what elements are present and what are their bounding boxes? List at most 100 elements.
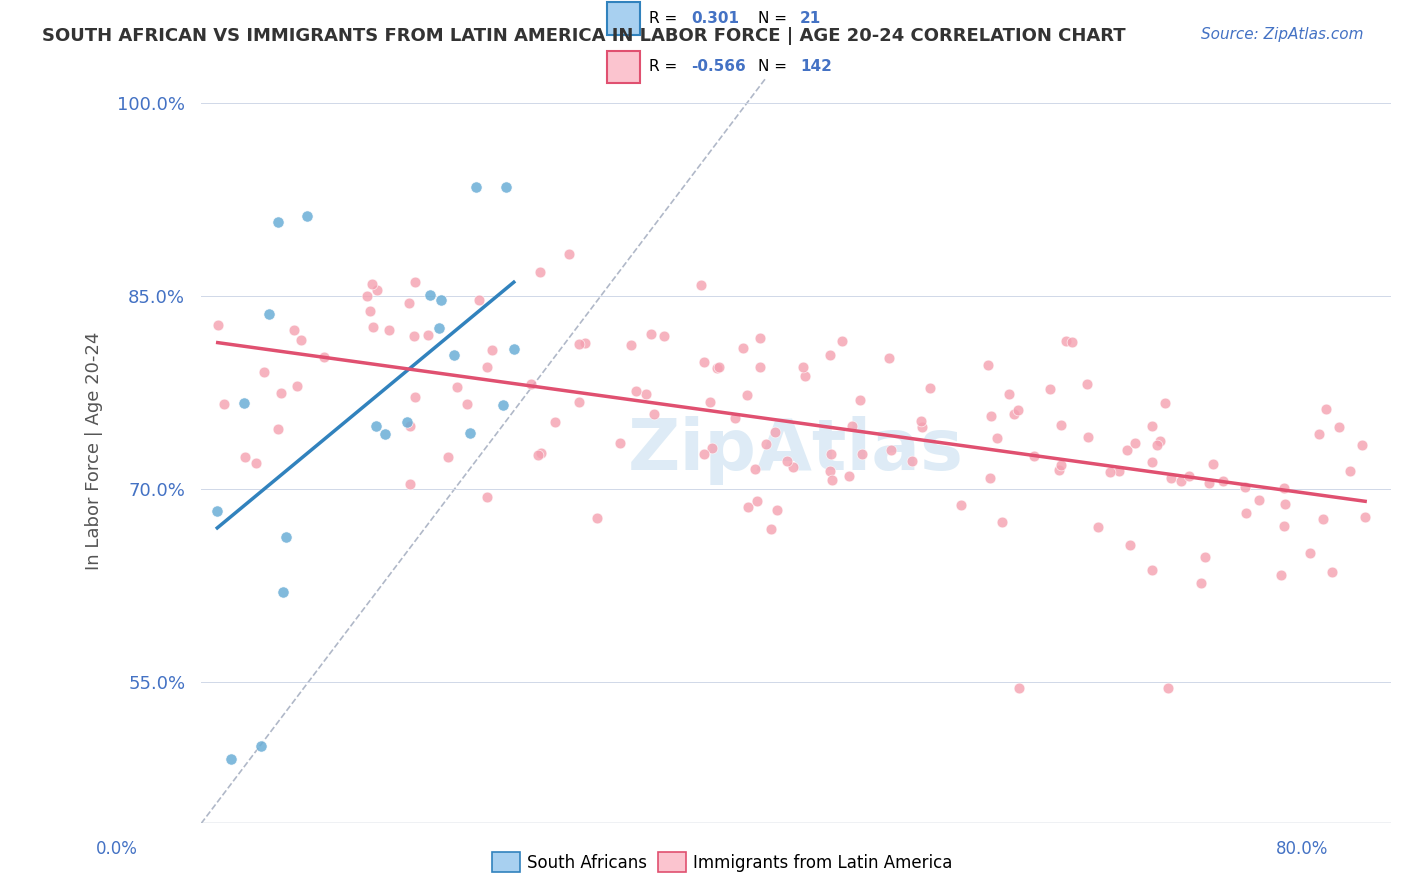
Point [399, 477, 422, 491]
Point [792, 359, 814, 374]
Point [831, 334, 853, 348]
Point [378, 323, 401, 337]
Point [314, 351, 336, 365]
Point [841, 418, 863, 433]
Point [402, 329, 425, 343]
Point [634, 387, 657, 401]
Point [1308, 427, 1330, 442]
Point [458, 425, 481, 440]
Text: N =: N = [758, 12, 792, 26]
Point [1050, 417, 1073, 432]
Text: 0.0%: 0.0% [96, 840, 138, 858]
Point [502, 342, 524, 356]
Point [1098, 465, 1121, 479]
Point [530, 446, 553, 460]
Point [437, 450, 460, 464]
Point [267, 422, 290, 436]
Point [404, 275, 426, 289]
Point [1108, 464, 1130, 478]
Point [398, 419, 420, 434]
Point [214, 397, 236, 411]
Point [731, 342, 754, 356]
Text: R =: R = [650, 60, 682, 75]
Point [692, 448, 714, 462]
Point [1351, 438, 1374, 452]
Point [702, 441, 724, 455]
Point [1140, 563, 1163, 577]
Point [640, 326, 662, 341]
Point [1270, 568, 1292, 582]
Text: 80.0%: 80.0% [1277, 840, 1329, 858]
Point [290, 333, 312, 347]
Point [1322, 565, 1344, 579]
Point [643, 407, 665, 421]
Text: 142: 142 [800, 60, 832, 75]
Point [1272, 481, 1295, 495]
Point [366, 283, 388, 297]
Point [1339, 464, 1361, 478]
Point [568, 395, 591, 409]
Point [911, 419, 934, 434]
Point [475, 360, 498, 375]
Point [1170, 474, 1192, 488]
Point [692, 355, 714, 369]
Point [465, 179, 488, 194]
Point [492, 398, 515, 412]
Point [1198, 475, 1220, 490]
Point [699, 395, 721, 409]
Point [998, 387, 1021, 401]
Point [763, 425, 786, 440]
Point [735, 388, 758, 402]
Point [475, 490, 498, 504]
Text: Immigrants from Latin America: Immigrants from Latin America [693, 854, 952, 871]
Point [456, 397, 478, 411]
Point [749, 331, 772, 345]
Point [1327, 420, 1350, 434]
Point [245, 456, 267, 470]
Point [249, 739, 271, 754]
Point [1123, 435, 1146, 450]
Point [398, 295, 420, 310]
Text: R =: R = [650, 12, 682, 26]
Point [690, 277, 713, 292]
Point [1178, 469, 1201, 483]
Point [793, 369, 815, 384]
Point [1047, 462, 1070, 476]
Point [253, 365, 276, 379]
Point [427, 321, 450, 335]
Point [979, 470, 1001, 484]
Point [1146, 438, 1168, 452]
Point [267, 215, 290, 229]
Point [446, 380, 468, 394]
Point [1202, 457, 1225, 471]
Point [419, 288, 441, 302]
Point [295, 209, 318, 223]
Point [1060, 334, 1083, 349]
Point [821, 473, 844, 487]
Point [1272, 519, 1295, 533]
Point [620, 338, 643, 352]
Text: 0.301: 0.301 [692, 12, 740, 26]
Point [1189, 576, 1212, 591]
Point [1154, 396, 1177, 410]
Point [1076, 376, 1098, 391]
Point [1050, 458, 1073, 473]
Point [574, 335, 596, 350]
Point [271, 585, 294, 599]
Point [361, 319, 384, 334]
Point [1115, 443, 1137, 458]
Point [404, 390, 426, 404]
Point [1247, 493, 1270, 508]
Point [838, 468, 860, 483]
Point [527, 448, 550, 462]
Point [1212, 474, 1234, 488]
Text: SOUTH AFRICAN VS IMMIGRANTS FROM LATIN AMERICA IN LABOR FORCE | AGE 20-24 CORREL: SOUTH AFRICAN VS IMMIGRANTS FROM LATIN A… [42, 27, 1126, 45]
Point [219, 752, 242, 766]
Point [283, 322, 305, 336]
Point [359, 304, 381, 318]
Text: -0.566: -0.566 [692, 60, 747, 75]
Point [920, 381, 942, 395]
Point [747, 494, 769, 508]
Point [356, 288, 378, 302]
Point [529, 265, 551, 279]
